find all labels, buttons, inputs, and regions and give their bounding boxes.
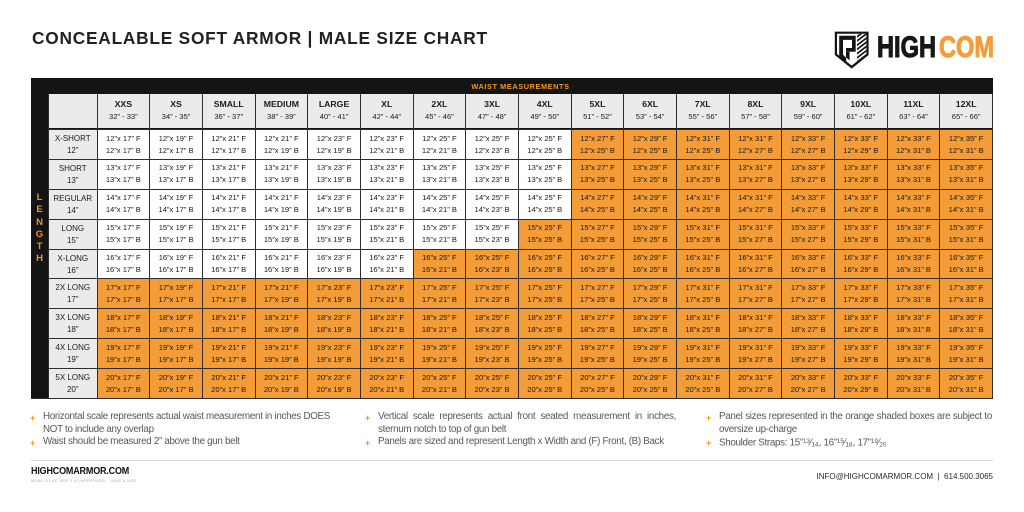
svg-text:COM: COM — [939, 31, 994, 64]
svg-text:HIGH: HIGH — [877, 31, 936, 64]
